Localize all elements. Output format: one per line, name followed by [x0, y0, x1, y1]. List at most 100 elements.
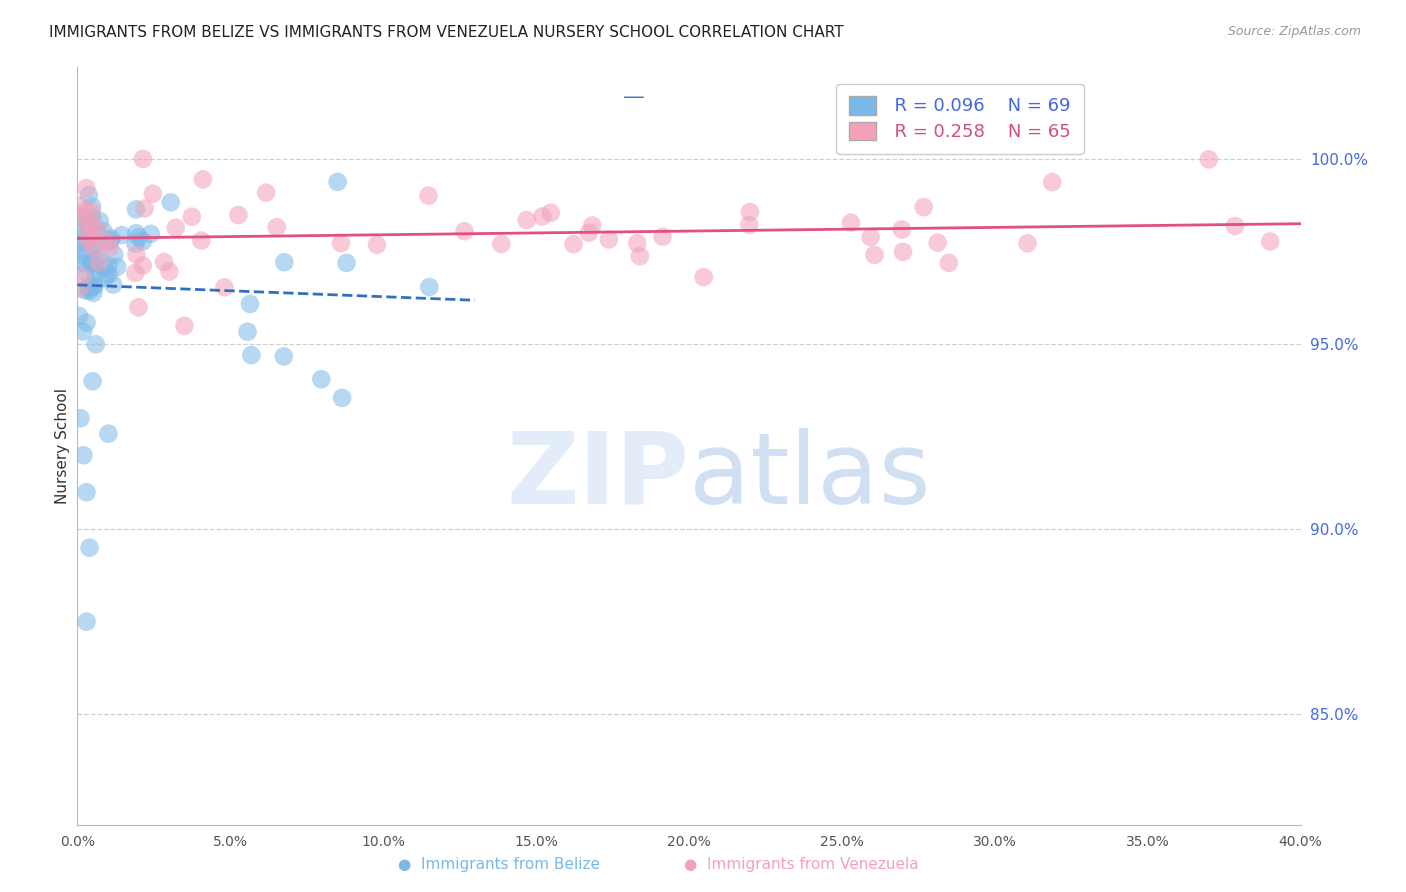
Point [77, 279, 100, 293]
Point [1040, 175, 1063, 189]
Point [82, 285, 104, 300]
Point [82, 374, 104, 388]
Point [190, 234, 212, 248]
Point [67, 209, 90, 223]
Point [82, 204, 104, 219]
Text: IMMIGRANTS FROM BELIZE VS IMMIGRANTS FROM VENEZUELA NURSERY SCHOOL CORRELATION C: IMMIGRANTS FROM BELIZE VS IMMIGRANTS FRO… [49, 25, 844, 40]
Point [82, 239, 104, 253]
Point [72, 448, 94, 462]
Point [72, 270, 94, 285]
Point [77, 188, 100, 202]
Point [101, 277, 124, 292]
Point [366, 237, 388, 252]
Point [73, 283, 96, 297]
Point [125, 202, 148, 217]
Point [239, 297, 262, 311]
Point [173, 318, 195, 333]
Point [863, 248, 886, 262]
Point [153, 255, 176, 269]
Point [105, 260, 128, 274]
Point [191, 172, 214, 186]
Point [890, 222, 912, 236]
Point [273, 350, 295, 364]
Point [159, 195, 181, 210]
Point [84, 337, 107, 351]
Point [938, 256, 960, 270]
Point [93, 261, 115, 276]
Text: ZIP: ZIP [506, 428, 689, 524]
Point [132, 152, 155, 166]
Point [72, 211, 94, 226]
Point [75, 225, 97, 239]
Point [912, 200, 935, 214]
Point [738, 218, 761, 232]
Point [84, 252, 107, 267]
Point [839, 216, 862, 230]
Point [738, 205, 761, 219]
Point [76, 316, 98, 330]
Point [75, 265, 97, 279]
Point [76, 485, 98, 500]
Point [76, 233, 98, 247]
Point [927, 235, 949, 250]
Point [132, 235, 155, 249]
Point [83, 279, 105, 293]
Point [531, 210, 554, 224]
Point [562, 237, 585, 252]
Point [87, 222, 110, 236]
Point [1258, 235, 1281, 249]
Point [79, 216, 101, 230]
Point [89, 214, 111, 228]
Point [83, 260, 105, 274]
Point [578, 226, 600, 240]
Point [93, 224, 115, 238]
Point [1017, 236, 1039, 251]
Point [97, 259, 120, 273]
Text: ●  Immigrants from Venezuela: ● Immigrants from Venezuela [685, 857, 918, 872]
Point [692, 270, 714, 285]
Point [330, 391, 353, 405]
Point [540, 206, 562, 220]
Point [67, 246, 90, 260]
Point [80, 199, 103, 213]
Point [87, 255, 110, 269]
Point [453, 224, 475, 238]
Point [96, 235, 118, 249]
Point [80, 211, 103, 225]
Point [76, 615, 98, 629]
Point [98, 240, 121, 254]
Point [266, 220, 288, 235]
Point [335, 256, 357, 270]
Point [581, 219, 603, 233]
Point [82, 255, 104, 269]
Point [73, 256, 96, 270]
Point [628, 249, 651, 263]
Y-axis label: Nursery School: Nursery School [55, 388, 70, 504]
Point [77, 234, 100, 248]
Point [97, 426, 120, 441]
Point [131, 259, 153, 273]
Point [75, 203, 97, 218]
Point [1223, 219, 1246, 233]
Point [77, 220, 100, 235]
Point [165, 220, 187, 235]
Point [70, 230, 93, 244]
Point [891, 244, 914, 259]
Point [67, 209, 90, 223]
Point [240, 348, 263, 362]
Point [236, 325, 259, 339]
Point [111, 228, 134, 243]
Point [100, 234, 122, 248]
Point [125, 247, 148, 261]
Point [80, 231, 103, 245]
Point [124, 236, 146, 251]
Text: atlas: atlas [689, 428, 931, 524]
Point [139, 227, 162, 241]
Point [83, 240, 105, 254]
Point [83, 278, 105, 293]
Point [651, 229, 673, 244]
Point [79, 541, 101, 555]
Point [859, 230, 882, 244]
Point [69, 281, 91, 295]
Point [214, 280, 236, 294]
